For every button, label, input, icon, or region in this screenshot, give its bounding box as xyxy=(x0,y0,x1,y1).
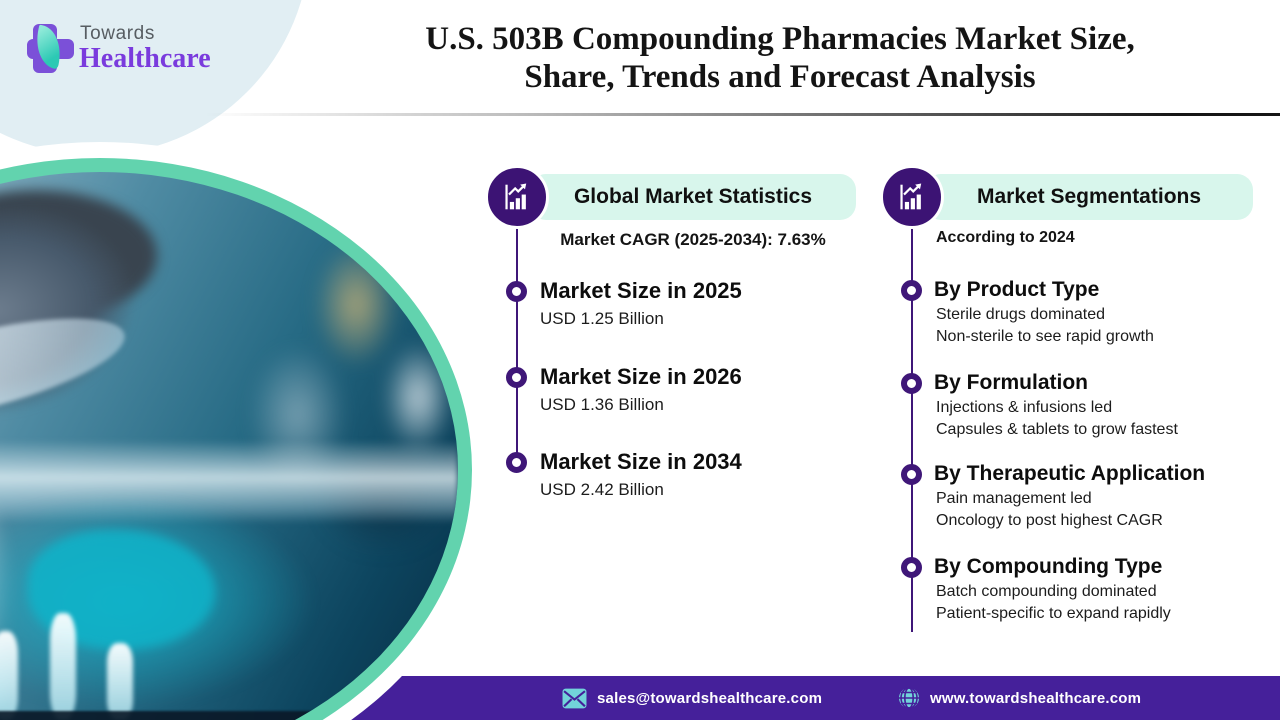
stats-section-icon-badge xyxy=(485,165,549,229)
page-title-line1: U.S. 503B Compounding Pharmacies Market … xyxy=(425,21,1135,57)
segment-detail: Injections & infusions led xyxy=(936,399,1113,416)
segment-detail: Patient-specific to expand rapidly xyxy=(936,605,1171,622)
segments-timeline-line xyxy=(911,220,913,632)
stat-item-value: USD 1.36 Billion xyxy=(540,395,664,414)
segment-bullet xyxy=(901,280,922,301)
brand-name-towards: Towards xyxy=(80,23,155,44)
photo-vial xyxy=(49,613,76,720)
stats-bullet xyxy=(506,452,527,473)
segments-section-icon-badge xyxy=(880,165,944,229)
stat-item-label: Market Size in 2034 xyxy=(540,449,742,474)
brand-logo: Towards Healthcare xyxy=(0,0,260,100)
footer-website-text: www.towardshealthcare.com xyxy=(930,689,1142,707)
segment-detail: Capsules & tablets to grow fastest xyxy=(936,421,1178,438)
segment-label: By Compounding Type xyxy=(934,555,1163,578)
photo-vial xyxy=(0,630,19,720)
segment-detail: Batch compounding dominated xyxy=(936,583,1157,600)
stat-item-value: USD 1.25 Billion xyxy=(540,309,664,328)
photo-dark-table-edge xyxy=(0,711,458,720)
bar-chart-icon xyxy=(505,183,527,210)
photo-vial xyxy=(107,642,133,720)
segment-label: By Therapeutic Application xyxy=(934,462,1206,485)
brand-name-healthcare: Healthcare xyxy=(79,43,211,74)
scientist-lab-photo xyxy=(0,172,458,720)
stat-item-value: USD 2.42 Billion xyxy=(540,480,664,499)
segment-detail: Non-sterile to see rapid growth xyxy=(936,328,1154,345)
segment-label: By Formulation xyxy=(934,371,1089,394)
segment-bullet xyxy=(901,557,922,578)
segment-detail: Oncology to post highest CAGR xyxy=(936,512,1163,529)
header-divider-line xyxy=(0,113,1280,116)
segment-detail: Pain management led xyxy=(936,490,1092,507)
stat-item-label: Market Size in 2026 xyxy=(540,364,742,389)
footer-email-link[interactable]: sales@towardshealthcare.com xyxy=(562,676,822,720)
stats-section-header: Global Market Statistics xyxy=(530,174,856,220)
segment-label: By Product Type xyxy=(934,278,1100,301)
segment-detail: Sterile drugs dominated xyxy=(936,306,1105,323)
segment-bullet xyxy=(901,464,922,485)
footer-email-text: sales@towardshealthcare.com xyxy=(597,689,823,707)
stats-bullet xyxy=(506,367,527,388)
envelope-icon xyxy=(562,688,587,708)
bar-chart-icon xyxy=(900,183,922,210)
page-title-line2: Share, Trends and Forecast Analysis xyxy=(524,59,1036,95)
stats-bullet xyxy=(506,281,527,302)
segments-subheader: According to 2024 xyxy=(936,229,1075,246)
segment-bullet xyxy=(901,373,922,394)
market-cagr-text: Market CAGR (2025-2034): 7.63% xyxy=(560,230,826,249)
globe-icon xyxy=(899,687,919,709)
stats-timeline-line xyxy=(516,220,518,462)
segments-section-header: Market Segmentations xyxy=(925,174,1253,220)
stat-item-label: Market Size in 2025 xyxy=(540,278,742,303)
footer-website-link[interactable]: www.towardshealthcare.com xyxy=(898,676,1141,720)
page-title: U.S. 503B Compounding Pharmacies Market … xyxy=(300,20,1260,96)
